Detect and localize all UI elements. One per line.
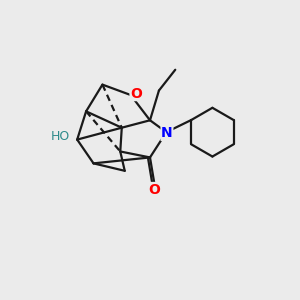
Text: O: O: [130, 86, 142, 100]
Text: N: N: [161, 126, 173, 140]
Text: HO: HO: [51, 130, 70, 143]
Text: O: O: [148, 182, 160, 197]
